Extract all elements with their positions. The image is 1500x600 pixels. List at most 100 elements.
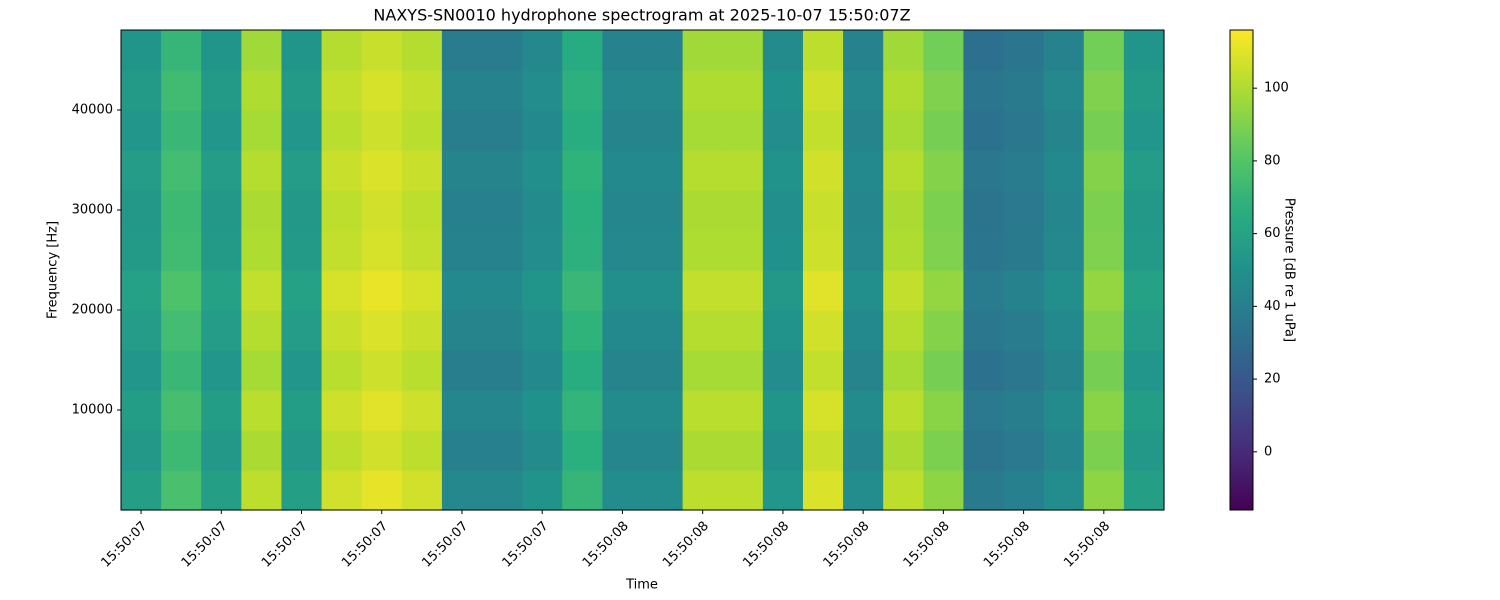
cell — [602, 190, 644, 231]
cell — [321, 390, 363, 431]
cell — [1003, 390, 1045, 431]
cell — [802, 190, 844, 231]
cell — [602, 70, 644, 111]
cell — [321, 430, 363, 471]
x-tick-label: 15:50:08 — [1061, 519, 1113, 571]
cell — [1083, 310, 1125, 351]
cell — [682, 430, 724, 471]
cell — [1123, 310, 1165, 351]
cell — [642, 310, 684, 351]
cell — [883, 310, 924, 351]
cell — [281, 470, 323, 511]
cell — [161, 110, 202, 151]
cell — [482, 390, 523, 431]
cell — [843, 230, 884, 271]
cell — [762, 30, 804, 71]
cell — [762, 110, 804, 151]
cell — [201, 350, 242, 391]
cell — [441, 110, 483, 151]
cell — [1083, 430, 1125, 471]
cell — [642, 110, 684, 151]
cell — [201, 190, 242, 231]
cell — [843, 310, 884, 351]
cell — [602, 270, 644, 311]
cell — [602, 470, 644, 511]
y-axis-label: Frequency [Hz] — [46, 221, 61, 319]
cell — [602, 390, 644, 431]
cell — [802, 270, 844, 311]
cell — [241, 190, 283, 231]
cell — [923, 310, 965, 351]
cell — [883, 70, 924, 111]
colorbar-tick-label: 0 — [1264, 444, 1272, 459]
cell — [1123, 230, 1165, 271]
cell — [482, 350, 523, 391]
cell — [802, 230, 844, 271]
cell — [201, 70, 242, 111]
cell — [1083, 470, 1125, 511]
cell — [321, 470, 363, 511]
cell — [642, 430, 684, 471]
cell — [161, 470, 202, 511]
x-axis-label: Time — [625, 578, 658, 593]
cell — [642, 230, 684, 271]
cell — [441, 350, 483, 391]
cell — [281, 230, 323, 271]
cell — [401, 270, 443, 311]
cell — [562, 470, 603, 511]
cell — [321, 230, 363, 271]
cell — [682, 350, 724, 391]
cell — [161, 190, 202, 231]
cell — [1043, 390, 1085, 431]
cell — [522, 70, 563, 111]
cell — [441, 230, 483, 271]
cell — [963, 230, 1005, 271]
cell — [522, 110, 563, 151]
cell — [522, 310, 563, 351]
cell — [1083, 230, 1125, 271]
cell — [762, 70, 804, 111]
x-tick-label: 15:50:07 — [98, 519, 150, 571]
cell — [1003, 270, 1045, 311]
cell — [762, 350, 804, 391]
cell — [843, 350, 884, 391]
cell — [121, 70, 162, 111]
cell — [722, 30, 764, 71]
cell — [441, 70, 483, 111]
cell — [281, 150, 323, 191]
cell — [843, 470, 884, 511]
cell — [1043, 150, 1085, 191]
cell — [682, 230, 724, 271]
cell — [201, 150, 242, 191]
cell — [241, 70, 283, 111]
cell — [802, 430, 844, 471]
cell — [762, 430, 804, 471]
cell — [1003, 190, 1045, 231]
cell — [762, 270, 804, 311]
cell — [642, 30, 684, 71]
cell — [522, 30, 563, 71]
cell — [1123, 110, 1165, 151]
cell — [281, 30, 323, 71]
cell — [802, 310, 844, 351]
cell — [923, 270, 965, 311]
cell — [923, 190, 965, 231]
cell — [722, 150, 764, 191]
cell — [602, 430, 644, 471]
cell — [722, 310, 764, 351]
cell — [642, 390, 684, 431]
cell — [602, 110, 644, 151]
cell — [883, 470, 924, 511]
cell — [121, 150, 162, 191]
cell — [321, 350, 363, 391]
cell — [963, 350, 1005, 391]
cell — [401, 430, 443, 471]
cell — [1003, 310, 1045, 351]
cell — [121, 30, 162, 71]
cell — [1043, 270, 1085, 311]
cell — [401, 110, 443, 151]
cell — [883, 390, 924, 431]
cell — [241, 310, 283, 351]
chart-title: NAXYS-SN0010 hydrophone spectrogram at 2… — [373, 6, 910, 25]
